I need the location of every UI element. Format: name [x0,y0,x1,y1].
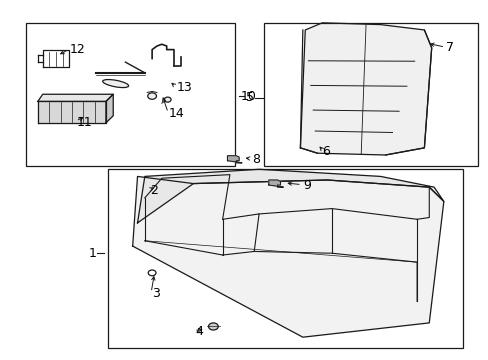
Circle shape [208,323,218,330]
Text: 10: 10 [240,90,256,103]
Bar [264,23,477,166]
Text: 6: 6 [322,145,329,158]
Text: 7: 7 [446,41,453,54]
Ellipse shape [102,80,128,87]
Text: 5: 5 [246,91,254,104]
Bar [108,169,462,348]
Polygon shape [227,156,242,163]
Polygon shape [106,94,113,123]
Polygon shape [268,180,283,187]
Text: 13: 13 [176,81,192,94]
Polygon shape [300,23,431,155]
Text: 14: 14 [169,107,184,120]
Circle shape [147,93,156,99]
Text: 4: 4 [195,325,203,338]
Text: 8: 8 [251,153,259,166]
Text: 3: 3 [152,287,160,300]
Text: 9: 9 [302,179,310,192]
Text: 2: 2 [149,184,157,197]
Bar [26,23,234,166]
Text: 1: 1 [88,247,96,260]
Polygon shape [38,102,106,123]
Polygon shape [132,176,443,337]
Polygon shape [38,94,113,102]
Text: 12: 12 [69,43,85,56]
Polygon shape [137,169,443,223]
Circle shape [164,97,171,102]
Text: 11: 11 [77,116,92,129]
